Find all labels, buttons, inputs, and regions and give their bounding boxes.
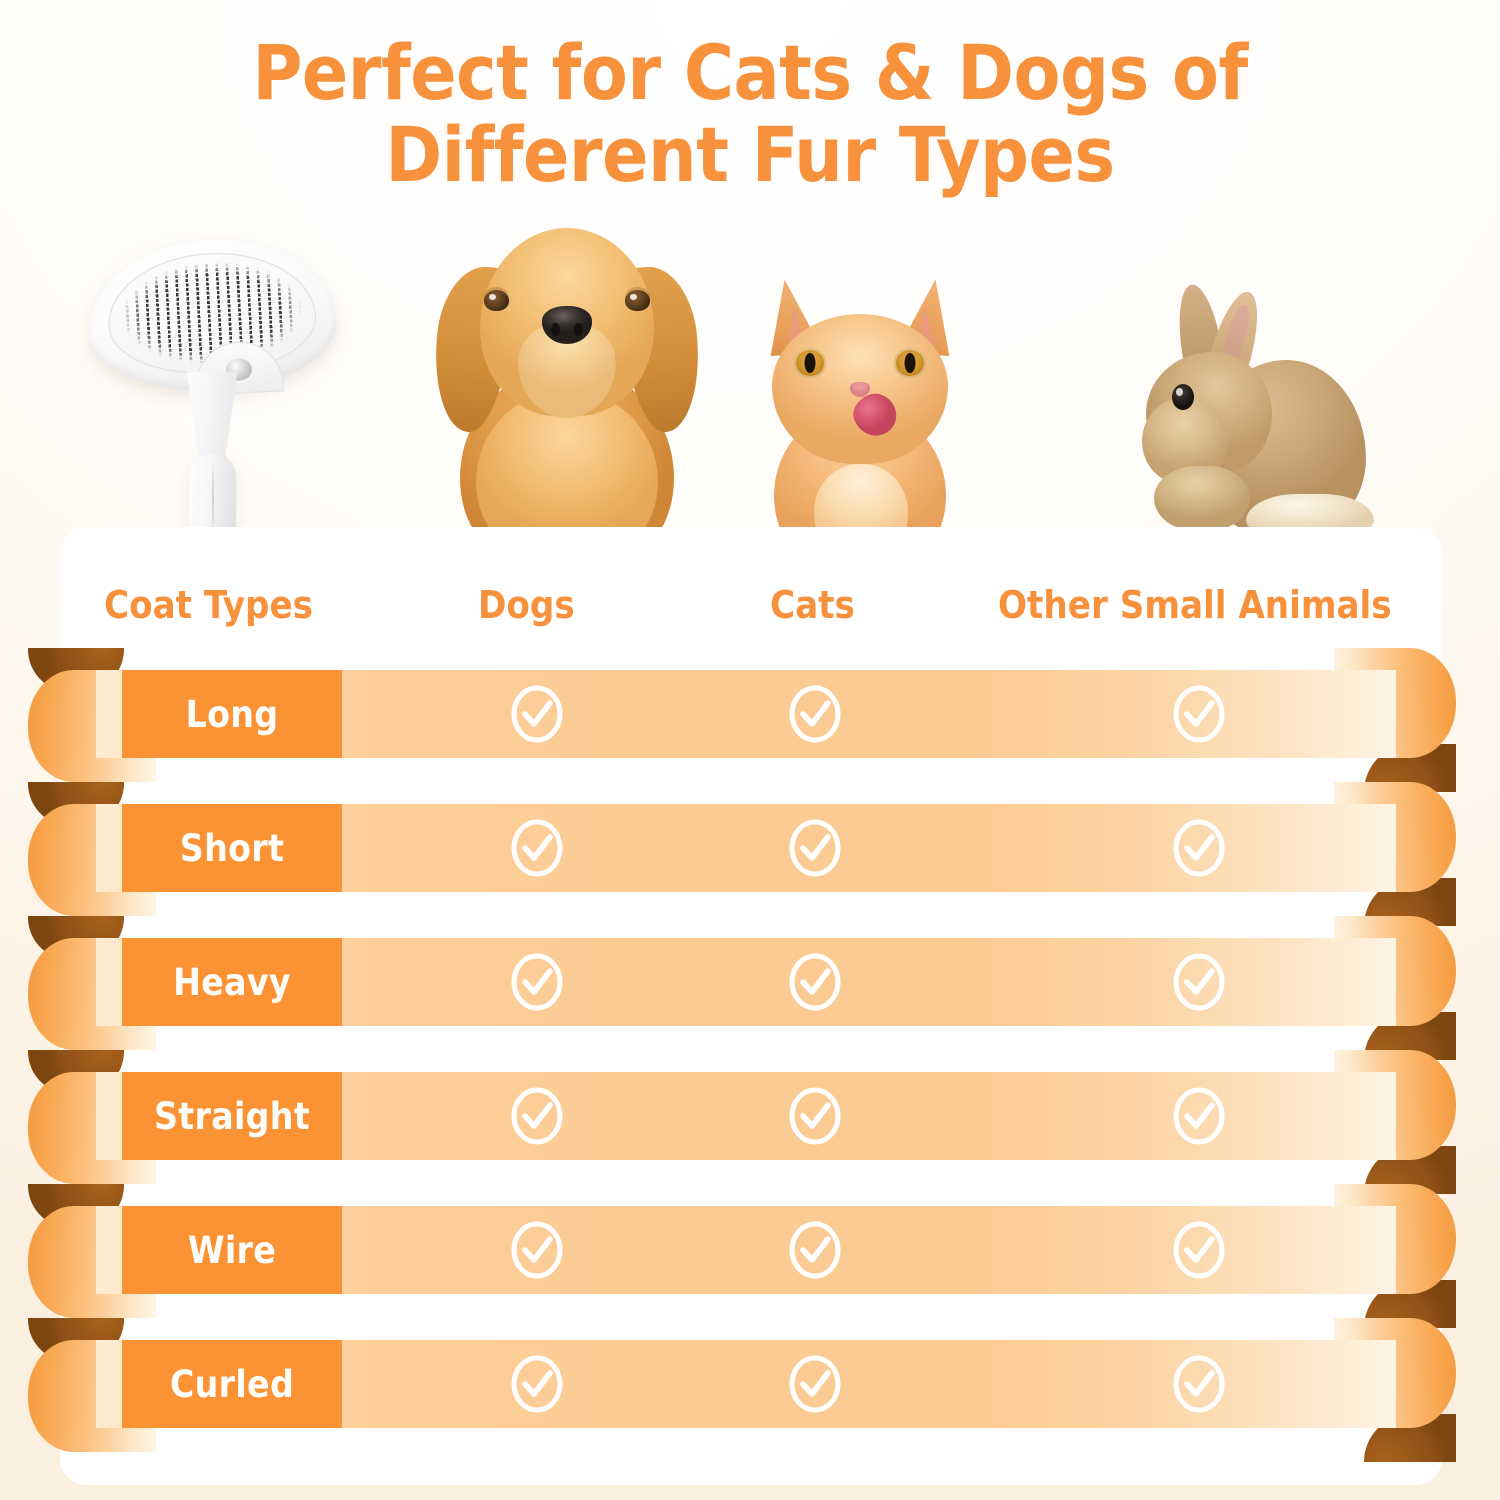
- coat-type-label-text: Long: [185, 692, 279, 736]
- table-row: Wire: [0, 1184, 1500, 1328]
- check-circle-icon: [1173, 953, 1225, 1011]
- check-circle-icon: [789, 685, 841, 743]
- hero-image-band: [0, 200, 1500, 564]
- cell-dogs: [493, 670, 581, 758]
- dog-eye-left: [484, 290, 509, 311]
- check-circle-icon: [789, 819, 841, 877]
- cell-cats: [771, 1072, 859, 1160]
- coat-type-label-text: Heavy: [173, 960, 291, 1004]
- cell-cats: [771, 938, 859, 1026]
- check-circle-icon: [1173, 1087, 1225, 1145]
- cell-other-small-animals: [1155, 1206, 1243, 1294]
- cell-other-small-animals: [1155, 1072, 1243, 1160]
- cell-cats: [771, 1206, 859, 1294]
- check-circle-icon: [789, 1221, 841, 1279]
- cell-dogs: [493, 1072, 581, 1160]
- check-circle-icon: [789, 1355, 841, 1413]
- cell-dogs: [493, 938, 581, 1026]
- cell-other-small-animals: [1155, 804, 1243, 892]
- check-circle-icon: [511, 953, 563, 1011]
- cat-eye-left: [794, 348, 826, 378]
- cell-cats: [771, 670, 859, 758]
- table-row: Short: [0, 782, 1500, 926]
- coat-type-label-text: Curled: [169, 1362, 295, 1406]
- column-header-other-small-animals: Other Small Animals: [998, 583, 1392, 627]
- cell-other-small-animals: [1155, 1340, 1243, 1428]
- coat-type-label-text: Wire: [187, 1228, 277, 1272]
- cell-dogs: [493, 1206, 581, 1294]
- column-header-cats: Cats: [770, 583, 855, 627]
- check-circle-icon: [789, 1087, 841, 1145]
- cell-dogs: [493, 804, 581, 892]
- check-circle-icon: [511, 1221, 563, 1279]
- dog-nose: [542, 306, 592, 344]
- golden-retriever-dog-image: [428, 218, 706, 558]
- coat-type-label-text: Short: [179, 826, 285, 870]
- check-circle-icon: [1173, 1355, 1225, 1413]
- cell-other-small-animals: [1155, 670, 1243, 758]
- rabbit-front-paws: [1154, 466, 1250, 530]
- cell-other-small-animals: [1155, 938, 1243, 1026]
- check-circle-icon: [511, 1355, 563, 1413]
- coat-type-label: Wire: [122, 1206, 342, 1294]
- coat-type-label: Long: [122, 670, 342, 758]
- page-title-line-2: Different Fur Types: [385, 110, 1115, 199]
- page-title: Perfect for Cats & Dogs of Different Fur…: [0, 32, 1500, 196]
- table-row: Heavy: [0, 916, 1500, 1060]
- coat-type-label: Short: [122, 804, 342, 892]
- table-header-row: Coat Types Dogs Cats Other Small Animals: [60, 565, 1442, 645]
- page-title-line-1: Perfect for Cats & Dogs of: [252, 28, 1248, 117]
- cell-cats: [771, 804, 859, 892]
- coat-type-label: Straight: [122, 1072, 342, 1160]
- check-circle-icon: [511, 685, 563, 743]
- cell-cats: [771, 1340, 859, 1428]
- rabbit-eye: [1172, 384, 1194, 410]
- check-circle-icon: [1173, 1221, 1225, 1279]
- check-circle-icon: [1173, 685, 1225, 743]
- table-row: Straight: [0, 1050, 1500, 1194]
- column-header-coat-types: Coat Types: [104, 583, 313, 627]
- table-row: Curled: [0, 1318, 1500, 1462]
- coat-type-label: Heavy: [122, 938, 342, 1026]
- column-header-dogs: Dogs: [478, 583, 575, 627]
- check-circle-icon: [511, 819, 563, 877]
- coat-type-label-text: Straight: [153, 1094, 311, 1138]
- cell-dogs: [493, 1340, 581, 1428]
- check-circle-icon: [789, 953, 841, 1011]
- dog-eye-right: [625, 290, 650, 311]
- cat-nose: [850, 382, 870, 397]
- coat-type-label: Curled: [122, 1340, 342, 1428]
- check-circle-icon: [511, 1087, 563, 1145]
- cat-eye-right: [894, 348, 926, 378]
- table-row: Long: [0, 648, 1500, 792]
- check-circle-icon: [1173, 819, 1225, 877]
